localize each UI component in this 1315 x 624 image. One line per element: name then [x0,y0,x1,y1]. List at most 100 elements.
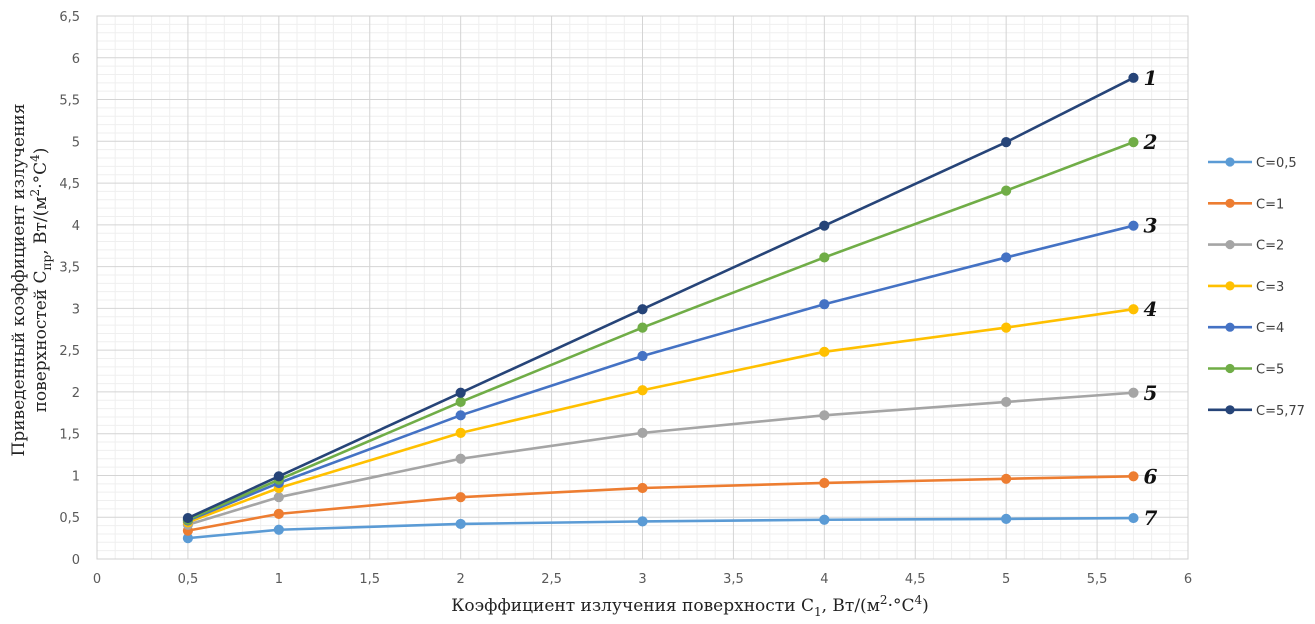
curve-number-label: 6 [1143,464,1157,488]
curve-number-label: 7 [1143,506,1157,530]
y-axis-title-line-2: поверхностей Cпр, Вт/(м2·°С4) [28,148,54,413]
plot-border [96,15,1189,560]
series-2 [182,471,1139,536]
x-tick-label: 1 [275,572,283,587]
data-point [819,410,830,421]
x-axis-ticks: 0 0,5 1 1,5 2 2,5 3 3,5 4 4,5 5 5,5 6 [93,572,1192,587]
y-tick-label: 1 [72,469,80,484]
y-axis-ticks: 0 0,5 1 1,5 2 2,5 3 3,5 4 4,5 5 5,5 6 6,5 [59,10,80,568]
data-point [1001,322,1012,333]
data-point [637,322,648,333]
curve-labels: 7 6 5 4 3 2 1 [1142,66,1157,530]
data-point [455,410,466,421]
legend-label: C=2 [1256,239,1284,254]
data-point [273,492,284,503]
data-point [637,304,648,315]
x-tick-label: 4,5 [905,572,926,587]
x-tick-label: 1,5 [359,572,380,587]
legend-label: C=1 [1256,197,1284,212]
data-point [1128,220,1139,231]
data-point [637,385,648,396]
series-7 [182,72,1139,524]
data-point [819,346,830,357]
y-tick-label: 5 [72,135,80,150]
data-point [455,387,466,398]
data-point [819,514,830,525]
data-point [1128,512,1139,524]
data-point [1001,513,1012,525]
data-point [819,252,830,263]
curve-number-label: 1 [1143,66,1157,90]
y-tick-label: 0,5 [59,511,80,526]
data-point [273,471,284,482]
legend-item: C=2 [1208,239,1284,254]
data-point [1001,252,1012,263]
y-tick-label: 0 [72,553,80,568]
data-point [1128,137,1139,148]
x-tick-label: 2 [457,572,465,587]
x-tick-label: 2,5 [541,572,562,587]
legend-label: C=3 [1256,280,1284,295]
data-point [1128,72,1139,83]
x-axis-title: Коэффициент излучения поверхности C1, Вт… [451,593,929,619]
y-tick-label: 6 [72,52,80,67]
y-tick-label: 1,5 [59,428,80,443]
y-tick-label: 3,5 [59,261,80,276]
x-tick-label: 3 [638,572,646,587]
data-point [637,427,648,438]
curve-number-label: 2 [1142,130,1157,154]
data-point [1128,387,1139,398]
legend-label: C=5,77 [1256,404,1305,419]
data-point [273,524,284,535]
x-tick-label: 6 [1184,572,1192,587]
legend-label: C=0,5 [1256,156,1297,171]
y-tick-label: 5,5 [59,94,80,109]
legend-swatch-marker [1225,198,1235,208]
series-1 [182,512,1139,544]
legend: C=0,5 C=1 C=2 C=3 C=4 C=5 C=5,77 [1208,156,1305,419]
x-tick-label: 0 [93,572,101,587]
y-tick-label: 2,5 [59,344,80,359]
legend-item: C=1 [1208,197,1284,212]
data-point [637,516,648,527]
y-tick-label: 4,5 [59,177,80,192]
y-tick-label: 6,5 [59,10,80,25]
data-point [819,477,830,489]
y-axis-title-line-1: Приведенный коэффициент излучения [9,104,29,457]
x-tick-label: 3,5 [723,572,744,587]
data-point [1001,473,1012,484]
curve-number-label: 4 [1143,297,1157,321]
x-tick-label: 5 [1002,572,1010,587]
data-point [637,350,648,362]
curve-number-label: 5 [1143,381,1157,405]
y-tick-label: 4 [72,219,80,234]
x-tick-label: 5,5 [1087,572,1108,587]
data-point [819,220,830,231]
y-tick-label: 2 [72,386,80,401]
x-tick-label: 0,5 [178,572,199,587]
legend-item: C=3 [1208,280,1284,295]
data-point [1001,396,1012,408]
data-point [819,299,830,310]
data-point [455,427,466,438]
data-point [455,518,466,530]
series-layer [182,72,1139,544]
series-3 [182,387,1139,530]
legend-swatch-marker [1225,363,1235,374]
data-point [1001,185,1012,196]
legend-label: C=5 [1256,363,1284,378]
legend-item: C=0,5 [1208,156,1297,171]
legend-swatch-marker [1225,322,1235,332]
legend-swatch-marker [1225,240,1235,250]
curve-number-label: 3 [1143,214,1157,238]
data-point [455,453,466,464]
legend-item: C=5 [1208,363,1284,378]
data-point [1128,304,1139,315]
data-point [182,512,194,524]
legend-swatch-marker [1225,281,1235,291]
legend-swatch-marker [1225,157,1235,167]
legend-label: C=4 [1256,321,1284,336]
legend-swatch-marker [1225,405,1235,415]
